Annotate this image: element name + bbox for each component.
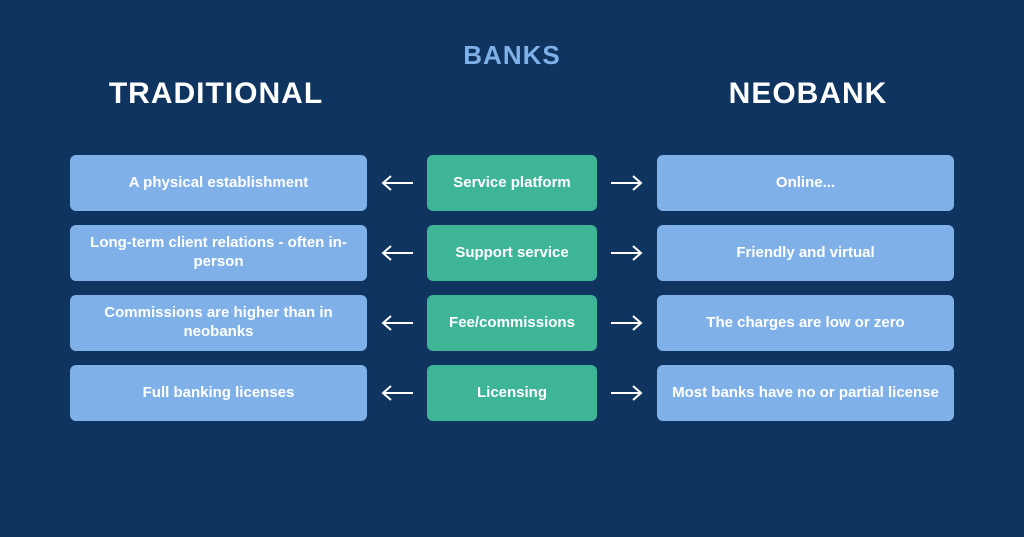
neobank-cell: The charges are low or zero [657, 295, 954, 351]
diagram-canvas: BANKS TRADITIONAL NEOBANK A physical est… [0, 0, 1024, 537]
comparison-rows: A physical establishment Service platform… [70, 155, 954, 421]
traditional-cell: Commissions are higher than in neobanks [70, 295, 367, 351]
comparison-row: Long-term client relations - often in-pe… [70, 225, 954, 281]
arrow-left-icon [379, 314, 415, 332]
comparison-row: Full banking licenses Licensing Most banks… [70, 365, 954, 421]
column-headings: TRADITIONAL NEOBANK [70, 77, 954, 111]
traditional-cell: Long-term client relations - often in-pe… [70, 225, 367, 281]
category-cell: Fee/commissions [427, 295, 597, 351]
category-cell: Support service [427, 225, 597, 281]
arrow-left-icon [379, 174, 415, 192]
traditional-cell: Full banking licenses [70, 365, 367, 421]
category-cell: Licensing [427, 365, 597, 421]
arrow-right-icon [609, 244, 645, 262]
neobank-cell: Friendly and virtual [657, 225, 954, 281]
neobank-cell: Online... [657, 155, 954, 211]
arrow-left-icon [379, 384, 415, 402]
arrow-right-icon [609, 314, 645, 332]
comparison-row: Commissions are higher than in neobanks F… [70, 295, 954, 351]
category-cell: Service platform [427, 155, 597, 211]
neobank-cell: Most banks have no or partial license [657, 365, 954, 421]
arrow-left-icon [379, 244, 415, 262]
right-column-title: NEOBANK [662, 77, 954, 111]
main-title: BANKS [463, 40, 560, 71]
arrow-right-icon [609, 174, 645, 192]
left-column-title: TRADITIONAL [70, 77, 362, 111]
traditional-cell: A physical establishment [70, 155, 367, 211]
comparison-row: A physical establishment Service platform… [70, 155, 954, 211]
arrow-right-icon [609, 384, 645, 402]
